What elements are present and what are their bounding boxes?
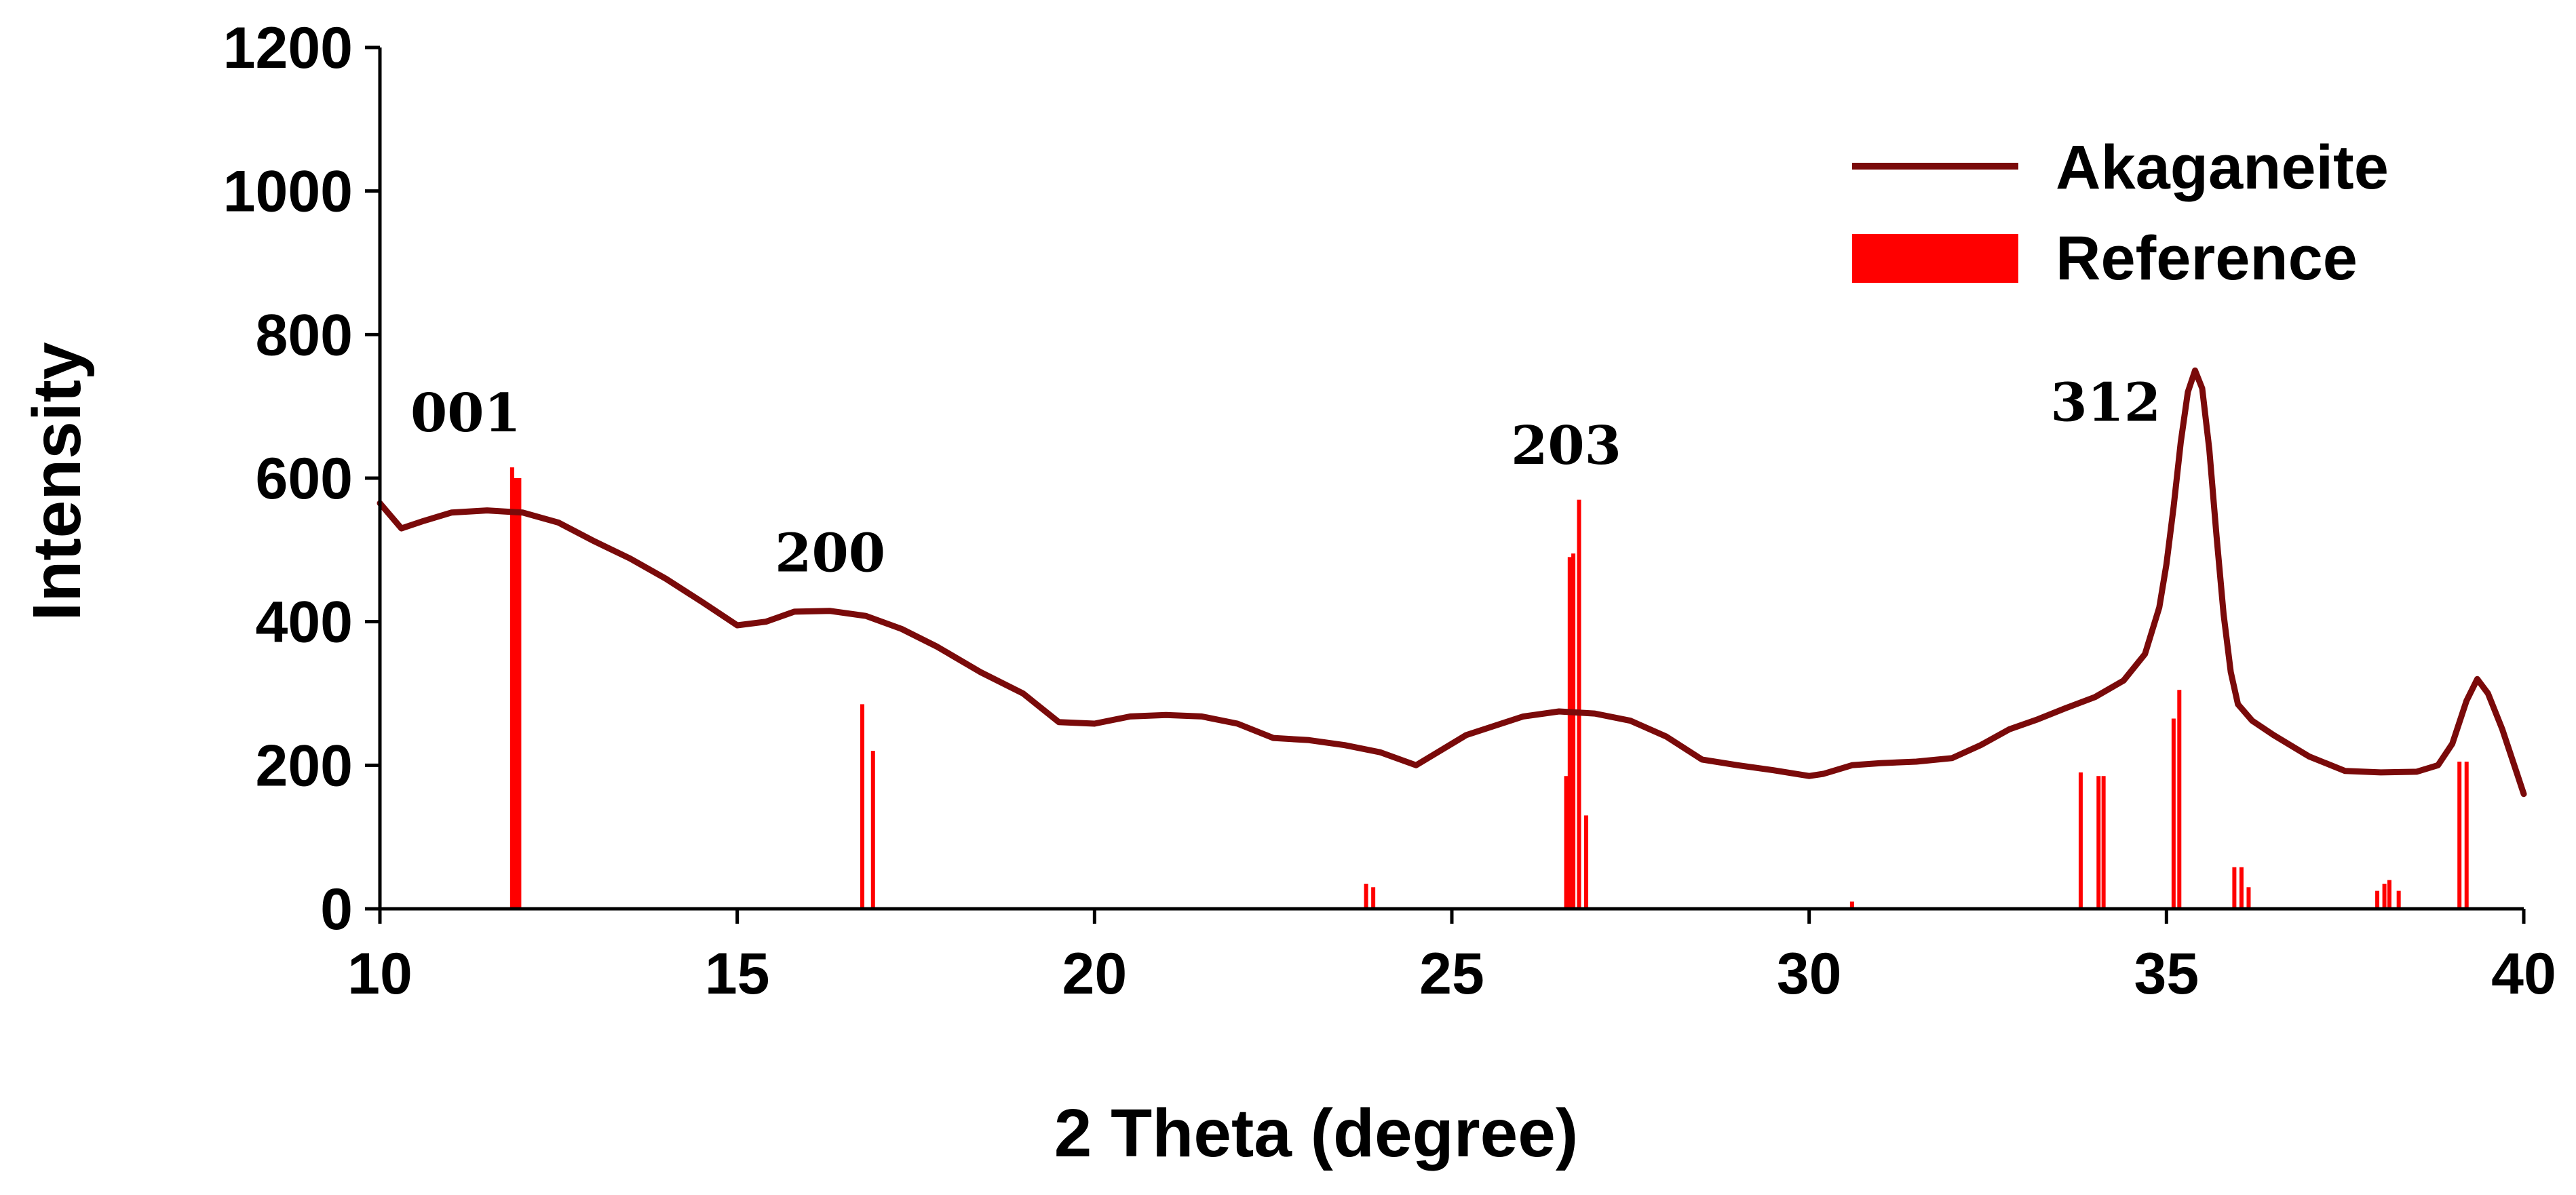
x-tick-label: 10 [347,941,412,1006]
x-tick-label: 40 [2491,941,2556,1006]
legend: Akaganeite Reference [1852,133,2389,293]
x-axis-title: 2 Theta (degree) [1054,1095,1578,1171]
y-tick-label: 1000 [223,159,353,224]
peak-label: 203 [1511,415,1621,477]
peak-label: 200 [775,523,885,585]
legend-label-reference: Reference [2056,224,2358,293]
akaganeite-line [377,367,2527,798]
legend-label-akaganeite: Akaganeite [2056,133,2389,202]
y-tick-label: 600 [256,446,353,511]
x-tick-label: 15 [705,941,770,1006]
y-tick-label: 0 [320,877,353,942]
y-tick-label: 400 [256,590,353,655]
peak-label: 001 [410,383,521,444]
legend-swatch-reference [1852,234,2018,283]
x-tick-label: 35 [2134,941,2199,1006]
x-axis-ticks: 10 15 20 25 30 35 40 [347,909,2556,1006]
x-tick-label: 30 [1777,941,1842,1006]
y-tick-label: 1200 [223,16,353,81]
x-tick-label: 25 [1419,941,1484,1006]
y-axis-ticks: 0 200 400 600 800 1000 1200 [223,16,380,942]
y-axis-title: Intensity [19,342,95,621]
reference-sticks [510,467,2469,909]
x-tick-label: 20 [1062,941,1127,1006]
peak-label: 312 [2050,372,2161,433]
peak-labels: 001 200 203 312 [410,372,2161,584]
y-tick-label: 200 [256,733,353,798]
y-tick-label: 800 [256,302,353,368]
